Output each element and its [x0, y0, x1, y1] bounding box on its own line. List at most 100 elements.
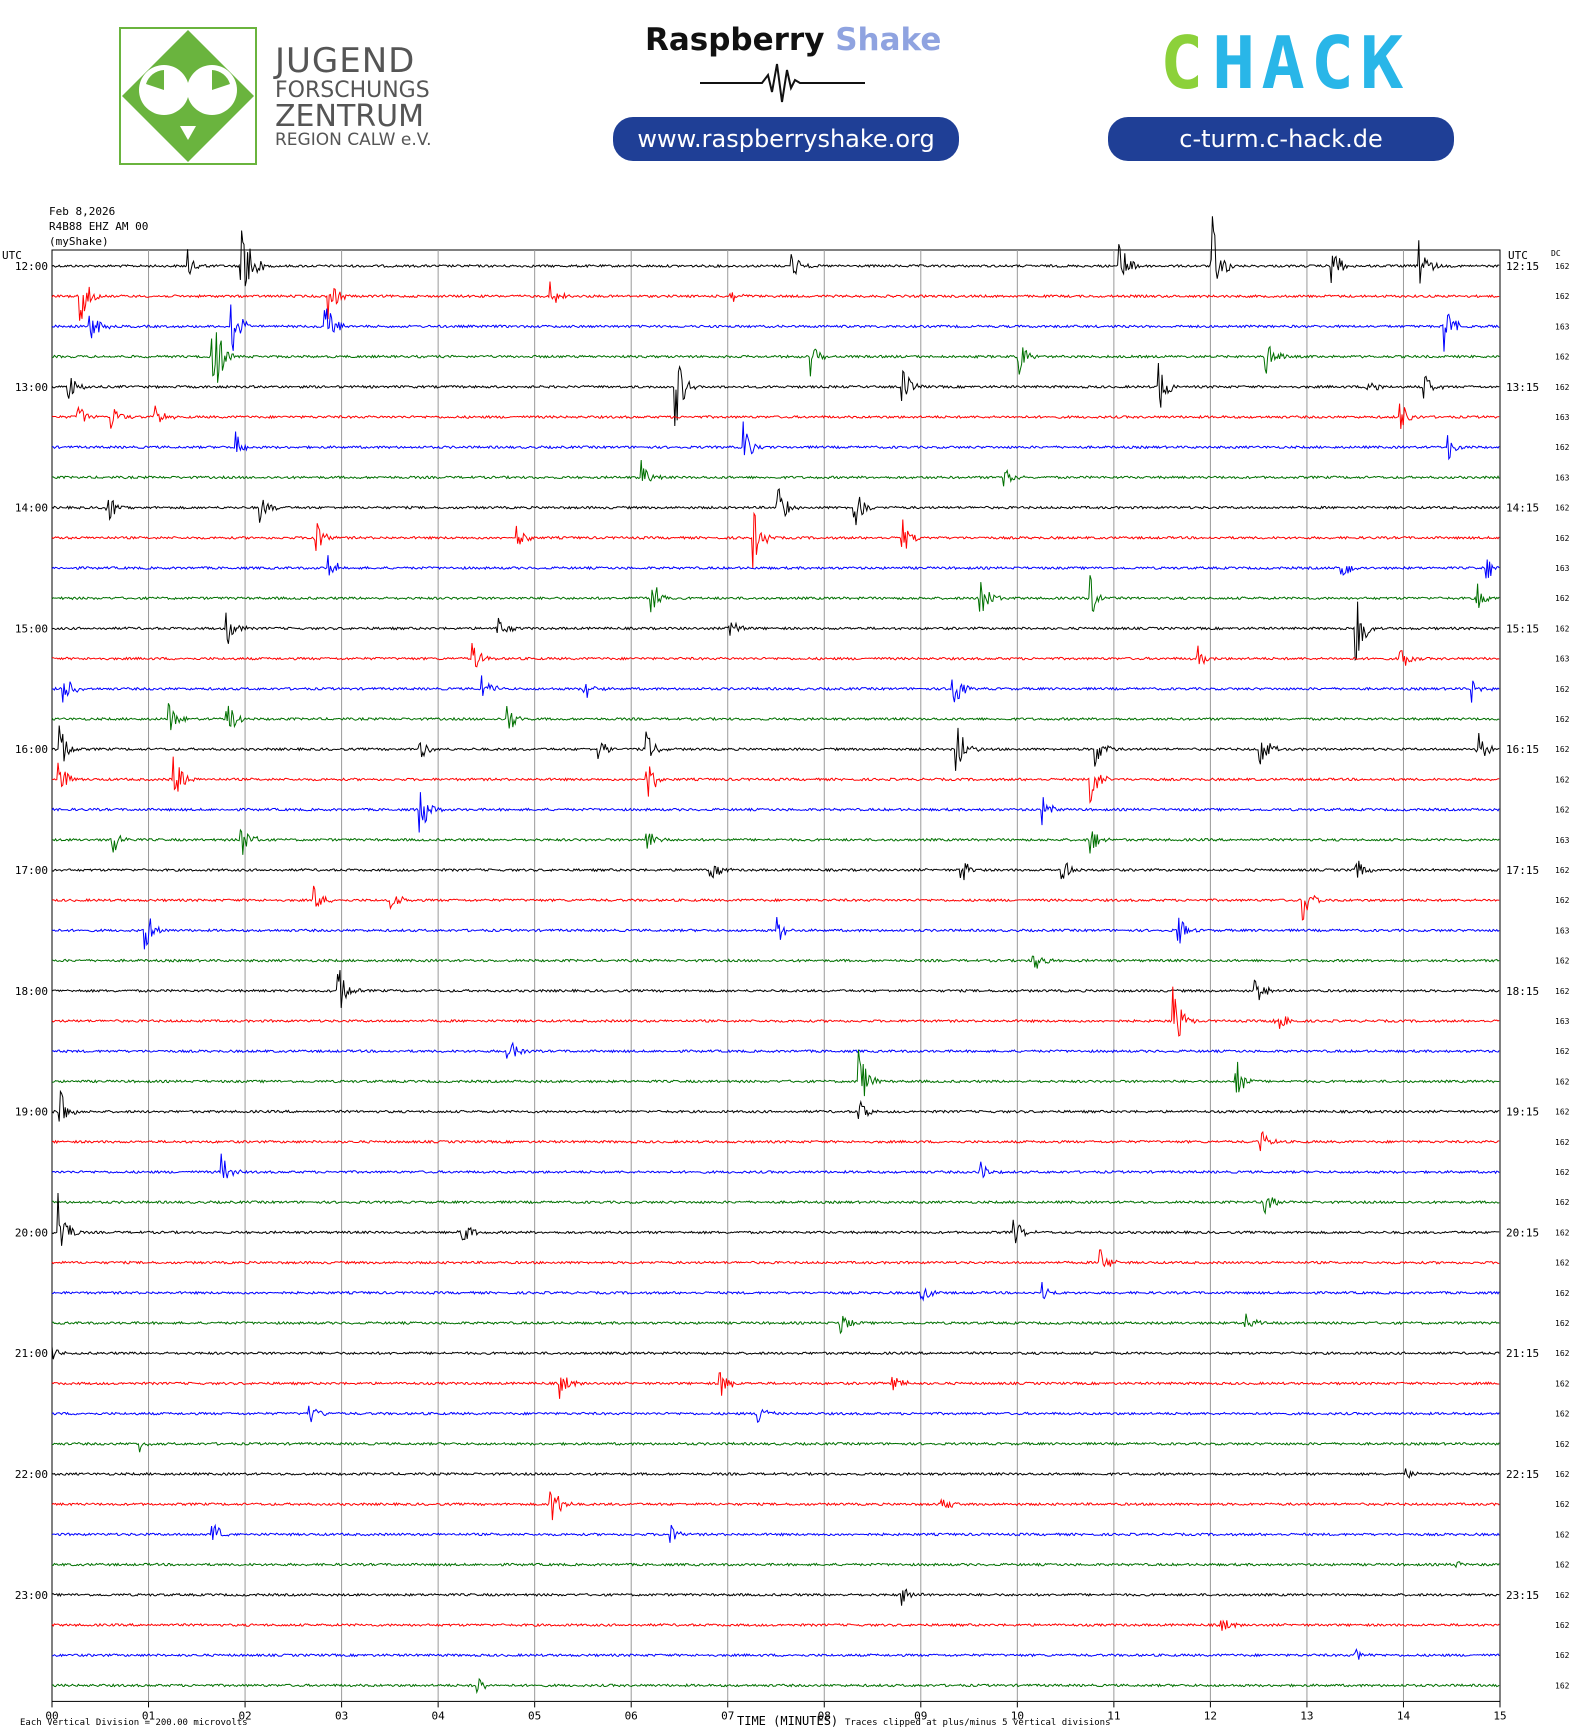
hour-label-right: 16:15 [1506, 743, 1539, 756]
dc-offset-label: 16256 [1555, 1228, 1570, 1237]
seismic-trace [51, 1523, 1500, 1543]
dc-offset-label: 16295 [1555, 866, 1570, 875]
seismic-trace [51, 555, 1500, 579]
seismic-trace [51, 1372, 1500, 1399]
seismic-trace [51, 1153, 1500, 1179]
hour-label-left: 19:00 [15, 1106, 48, 1119]
dc-offset-label: 16297 [1555, 1440, 1570, 1449]
dc-offset-label: 16294 [1555, 1530, 1570, 1539]
dc-offset-label: 16293 [1555, 534, 1570, 543]
dc-offset-label: 16292 [1555, 504, 1570, 513]
dc-offset-label: 16297 [1555, 775, 1570, 784]
dc-offset-label: 16300 [1555, 564, 1570, 573]
hour-label-left: 17:00 [15, 864, 48, 877]
seismic-trace [51, 1677, 1500, 1695]
seismic-trace [52, 1197, 1500, 1215]
raspberry-shake-logo: Raspberry Shake [645, 22, 941, 58]
dc-offset-label: 16297 [1555, 594, 1570, 603]
seismic-trace [51, 675, 1500, 703]
dc-offset-label: 16295 [1555, 262, 1570, 271]
station-owner: (myShake) [49, 235, 109, 248]
hour-label-right: 17:15 [1506, 864, 1539, 877]
dc-offset-label: 16294 [1555, 987, 1570, 996]
dc-offset-label: 16299 [1555, 1379, 1570, 1388]
seismic-trace [51, 216, 1500, 287]
dc-offset-label: 16301 [1555, 1017, 1570, 1026]
hour-label-right: 14:15 [1506, 502, 1539, 515]
seismic-trace [51, 703, 1500, 731]
x-tick-label: 11 [1107, 1709, 1120, 1722]
dc-offset-label: 16297 [1555, 1138, 1570, 1147]
seismic-trace [51, 487, 1500, 526]
dc-offset-label: 16296 [1555, 1651, 1570, 1660]
owl-logo [119, 27, 257, 165]
hour-label-right: 12:15 [1506, 260, 1539, 273]
hour-label-left: 20:00 [15, 1226, 48, 1239]
dc-offset-label: 16266 [1555, 745, 1570, 754]
seismic-trace [51, 1130, 1500, 1152]
seismic-trace [51, 511, 1500, 569]
seismic-trace [51, 725, 1500, 771]
division-note: Each Vertical Division = 200.00 microvol… [20, 1718, 248, 1728]
seismic-trace [51, 1249, 1500, 1268]
dc-offset-label: 16295 [1555, 1047, 1570, 1056]
seismic-trace [51, 860, 1500, 881]
seismic-trace [51, 1282, 1500, 1302]
hour-label-left: 21:00 [15, 1347, 48, 1360]
dc-offset-label: 16297 [1555, 715, 1570, 724]
seismic-trace [51, 304, 1500, 352]
clip-note: Traces clipped at plus/minus 5 vertical … [845, 1718, 1111, 1728]
dc-offset-label: 16295 [1555, 957, 1570, 966]
jfz-line-4: REGION CALW e.V. [275, 130, 432, 150]
seismic-trace [51, 1089, 1500, 1122]
seismic-trace [51, 575, 1500, 613]
dc-offset-label: 16320 [1555, 413, 1570, 422]
seismic-trace [51, 281, 1500, 321]
dc-offset-label: 16296 [1555, 1168, 1570, 1177]
rs-word-2: Shake [835, 22, 942, 58]
hour-label-left: 18:00 [15, 985, 48, 998]
raspberryshake-url[interactable]: www.raspberryshake.org [613, 117, 959, 161]
dc-offset-label: 16294 [1555, 1077, 1570, 1086]
station-code: R4B88 EHZ AM 00 [49, 220, 149, 233]
seismic-trace [51, 403, 1500, 429]
seismic-trace [51, 955, 1500, 969]
seismic-trace [52, 1441, 1500, 1453]
dc-offset-label: 16299 [1555, 1349, 1570, 1358]
seismic-trace [51, 1192, 1500, 1246]
dc-offset-label: 16323 [1555, 322, 1570, 331]
dc-offset-label: 16295 [1555, 1470, 1570, 1479]
dc-offset-label: 16292 [1555, 806, 1570, 815]
seismic-trace [51, 792, 1500, 833]
dc-offset-label: 16297 [1555, 1681, 1570, 1690]
x-tick-label: 15 [1493, 1709, 1506, 1722]
dc-offset-label: 16295 [1555, 1289, 1570, 1298]
dc-offset-label: 16300 [1555, 473, 1570, 482]
hour-label-right: 23:15 [1506, 1589, 1539, 1602]
chack-url[interactable]: c-turm.c-hack.de [1108, 117, 1454, 161]
dc-offset-label: 16293 [1555, 1259, 1570, 1268]
hour-label-left: 22:00 [15, 1468, 48, 1481]
seismic-trace [51, 885, 1500, 921]
dc-label: DC [1551, 249, 1561, 258]
seismic-wave-icon [700, 63, 865, 103]
x-tick-label: 08 [818, 1709, 831, 1722]
seismic-trace [51, 1405, 1500, 1424]
hour-label-right: 15:15 [1506, 622, 1539, 635]
dc-offset-label: 16297 [1555, 353, 1570, 362]
hour-label-left: 23:00 [15, 1589, 48, 1602]
dc-offset-label: 16297 [1555, 443, 1570, 452]
dc-offset-label: 16295 [1555, 1108, 1570, 1117]
x-tick-label: 00 [45, 1709, 58, 1722]
hour-label-left: 15:00 [15, 622, 48, 635]
hour-label-right: 20:15 [1506, 1226, 1539, 1239]
x-tick-label: 02 [238, 1709, 251, 1722]
dc-offset-label: 16295 [1555, 1500, 1570, 1509]
seismic-trace [51, 1619, 1500, 1631]
hour-label-right: 19:15 [1506, 1106, 1539, 1119]
dc-offset-label: 16290 [1555, 1621, 1570, 1630]
x-tick-label: 06 [625, 1709, 638, 1722]
svg-text:C: C [1160, 30, 1203, 96]
